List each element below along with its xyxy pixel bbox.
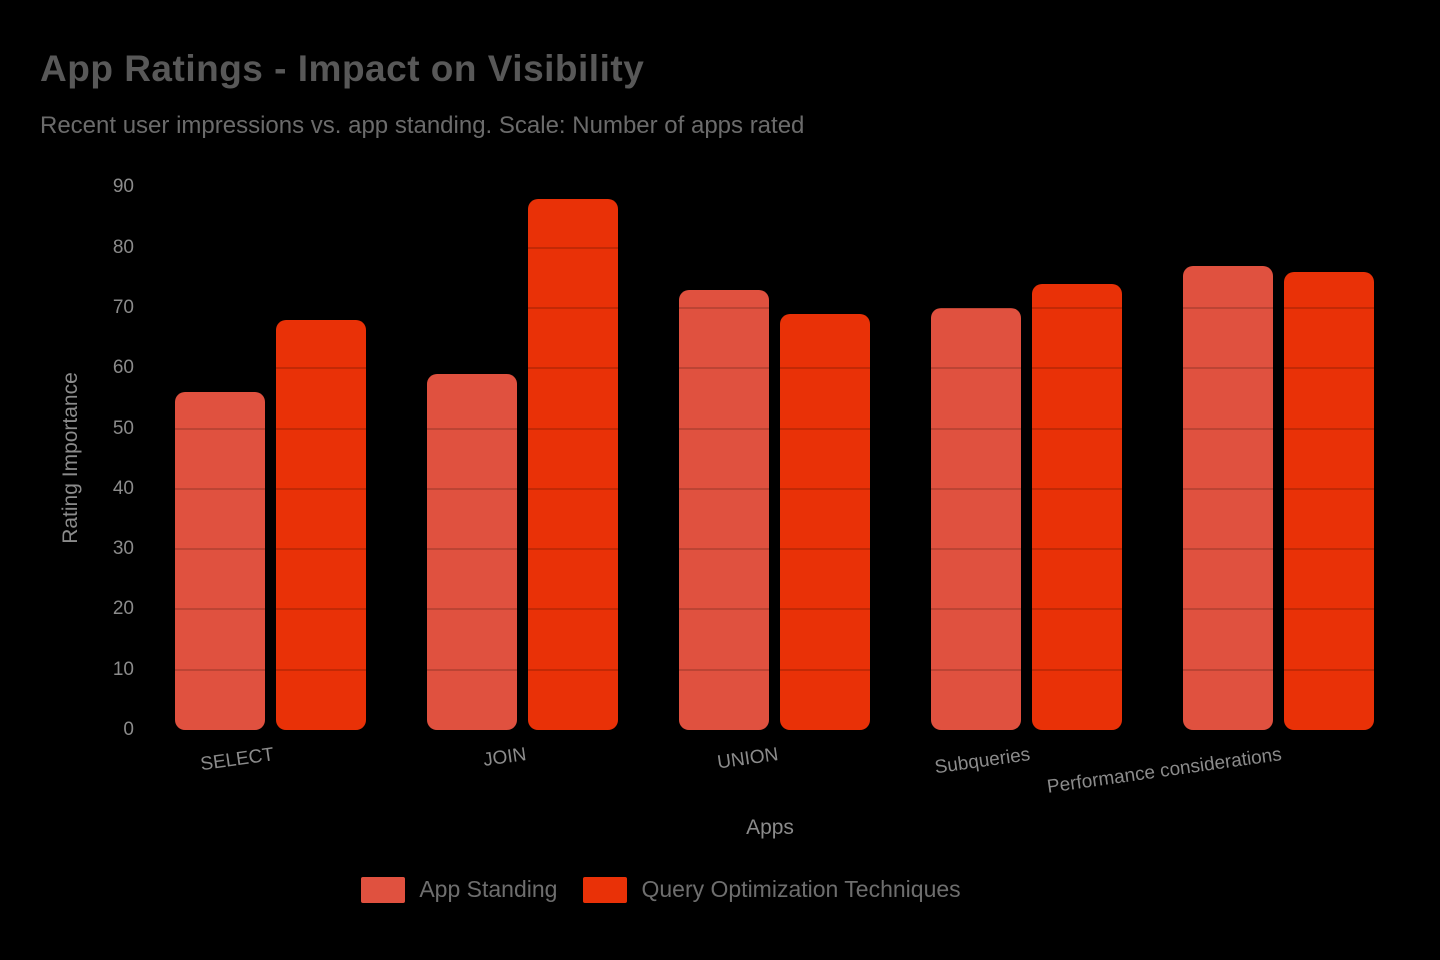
y-tick-label-90: 90 [112,176,134,198]
x-tick-label-performance-considerations: Performance considerations [1046,744,1284,798]
y-tick-label-0: 0 [123,719,134,740]
legend-swatch-app-standing [361,876,406,903]
bar-query-optimization-techniques-union [779,313,870,730]
gridline-90 [140,186,1400,189]
bar-query-optimization-techniques-subqueries [1031,283,1122,730]
y-tick-label-80: 80 [112,236,134,258]
y-tick-label-40: 40 [112,477,134,499]
gridline-80 [140,246,1400,249]
x-tick-label-union: UNION [715,744,780,774]
legend-item-query-optimization[interactable]: Query Optimization Techniques [583,876,961,903]
chart-subtitle: Recent user impressions vs. app standing… [40,112,805,139]
y-tick-label-70: 70 [112,296,134,318]
bar-query-optimization-techniques-join [527,199,618,730]
bar-app-standing-performance-considerations [1182,265,1273,730]
x-axis-title: Apps [746,816,794,839]
bar-app-standing-join [426,374,517,730]
legend-label-app-standing: App Standing [419,876,558,902]
bar-app-standing-union [678,289,769,730]
bar-query-optimization-techniques-performance-considerations [1283,271,1374,730]
legend-label-query-optimization: Query Optimization Techniques [641,876,961,902]
y-tick-label-60: 60 [112,357,134,379]
y-axis-title: Rating Importance [59,372,82,544]
legend-swatch-query-optimization [583,876,628,903]
chart-title: App Ratings - Impact on Visibility [40,48,645,89]
y-tick-label-50: 50 [112,417,134,439]
y-tick-label-20: 20 [112,598,134,620]
legend: App Standing Query Optimization Techniqu… [0,876,1322,903]
y-tick-label-30: 30 [112,538,134,560]
x-tick-label-select: SELECT [199,744,276,776]
y-tick-label-10: 10 [112,658,134,680]
bar-app-standing-subqueries [930,307,1021,730]
legend-item-app-standing[interactable]: App Standing [361,876,557,903]
x-tick-label-subqueries: Subqueries [933,744,1032,779]
bar-query-optimization-techniques-select [275,319,366,730]
x-tick-label-join: JOIN [481,744,528,771]
bar-app-standing-select [174,392,265,730]
